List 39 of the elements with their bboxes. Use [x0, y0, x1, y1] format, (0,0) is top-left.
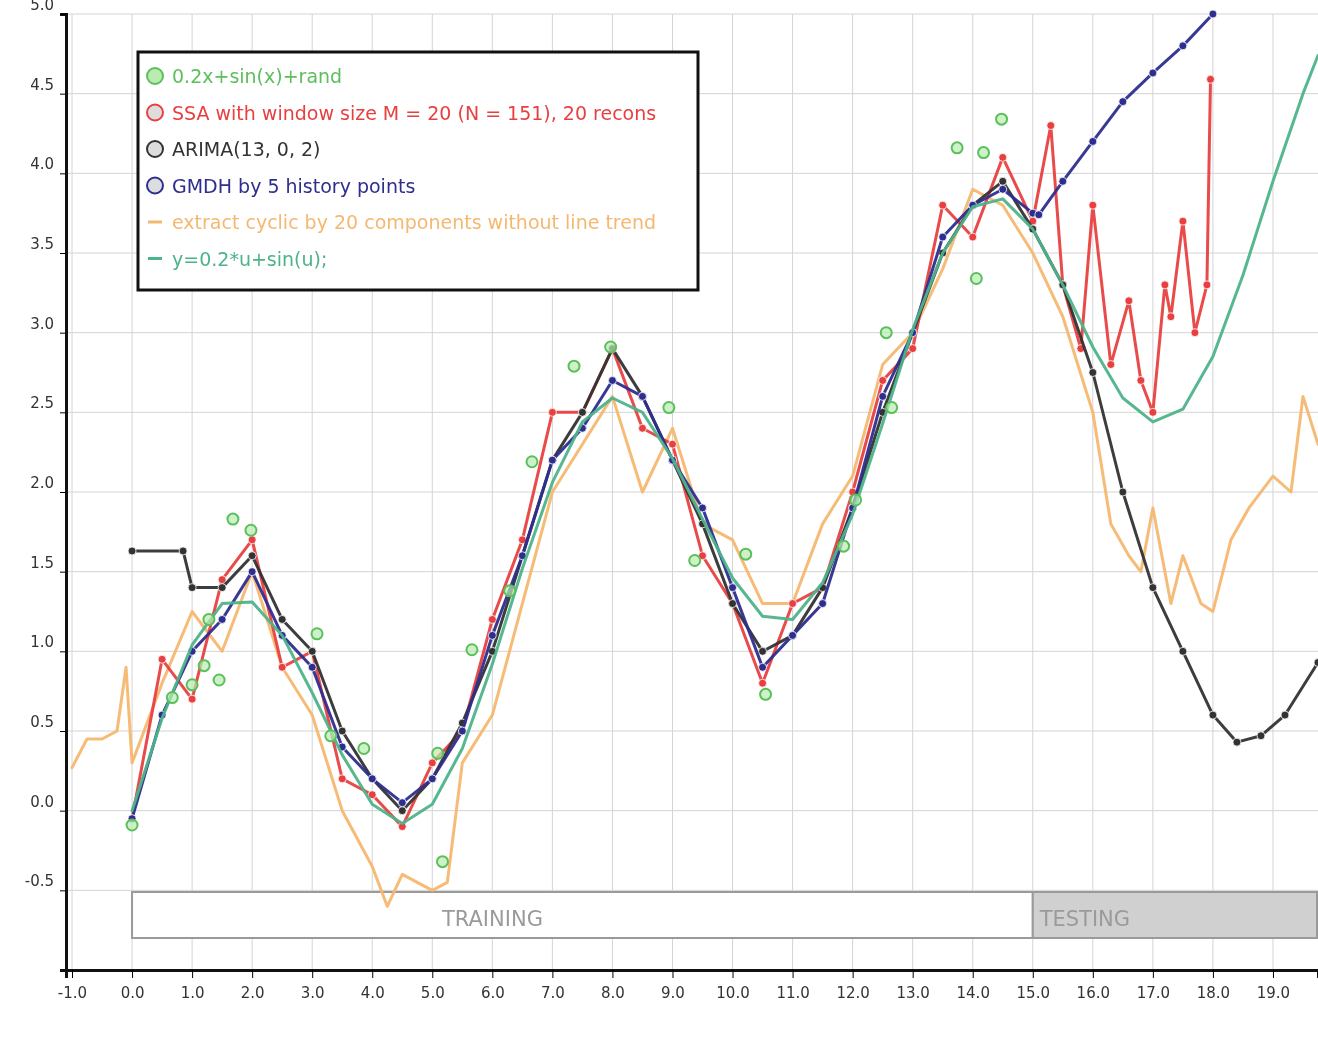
- x-tick-label: 14.0: [956, 983, 990, 1002]
- legend-label: GMDH by 5 history points: [172, 174, 416, 197]
- y-tick-label: 0.5: [30, 713, 54, 731]
- x-tick-label: 5.0: [420, 983, 445, 1002]
- x-tick-label: 15.0: [1016, 983, 1050, 1002]
- x-tick-label: 13.0: [896, 983, 930, 1002]
- y-tick-label: 2.5: [30, 394, 54, 413]
- x-tick-label: 18.0: [1196, 983, 1231, 1002]
- band-label: TRAINING: [440, 907, 543, 931]
- x-tick-label: 16.0: [1076, 983, 1111, 1002]
- x-tick-label: 6.0: [480, 983, 505, 1002]
- y-tick-label: 4.0: [30, 155, 54, 174]
- y-tick-label: 1.0: [30, 633, 54, 652]
- x-tick-label: 7.0: [540, 983, 565, 1002]
- x-tick-label: 10.0: [716, 983, 750, 1002]
- legend-label: SSA with window size M = 20 (N = 151), 20 recons: [172, 101, 657, 124]
- x-tick-label: 12.0: [836, 983, 870, 1002]
- x-tick-label: 0.0: [120, 983, 145, 1002]
- x-tick-label: 11.0: [776, 983, 810, 1002]
- legend-label: 0.2x+sin(x)+rand: [172, 65, 343, 87]
- x-tick-label: 2.0: [240, 983, 265, 1002]
- x-tick-label: 17.0: [1136, 983, 1171, 1002]
- x-tick-label: -1.0: [57, 983, 88, 1002]
- x-tick-label: 1.0: [180, 983, 205, 1002]
- y-tick-label: -0.5: [24, 872, 54, 891]
- y-tick-label: 3.0: [30, 314, 54, 333]
- legend-label: extract cyclic by 20 components without line trend: [172, 211, 657, 233]
- y-tick-label: 2.0: [30, 474, 54, 492]
- x-tick-label: 8.0: [601, 983, 625, 1002]
- x-tick-label: 19.0: [1256, 983, 1291, 1002]
- legend-label: ARIMA(13, 0, 2): [172, 138, 321, 160]
- x-tick-label: 3.0: [300, 983, 325, 1002]
- y-tick-label: 3.5: [30, 235, 54, 253]
- legend-label: y=0.2*u+sin(u);: [172, 247, 328, 270]
- y-tick-label: 0.0: [30, 792, 54, 811]
- x-tick-label: 4.0: [360, 983, 385, 1002]
- y-tick-label: 4.5: [30, 75, 54, 94]
- y-tick-label: 1.5: [30, 553, 54, 572]
- x-tick-label: 9.0: [661, 983, 685, 1002]
